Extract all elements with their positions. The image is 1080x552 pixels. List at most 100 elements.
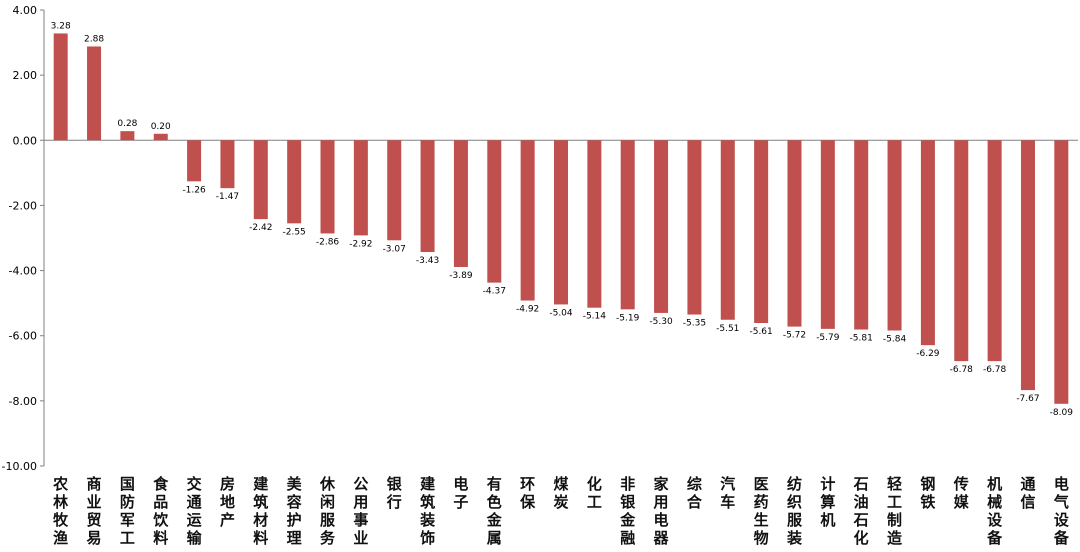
data-label: -1.47 (216, 192, 239, 202)
bar (87, 46, 102, 141)
category-label: 钢铁 (920, 475, 935, 511)
data-label: -5.14 (583, 312, 607, 322)
bar (954, 140, 969, 362)
data-label: -8.09 (1050, 408, 1074, 418)
category-label: 建筑材料 (252, 475, 269, 547)
bar (520, 140, 535, 301)
bar (920, 140, 935, 346)
bar (754, 140, 769, 324)
category-label: 电气设备 (1053, 475, 1070, 547)
bar (453, 140, 468, 267)
bar (1054, 140, 1069, 404)
category-label: 计算机 (820, 475, 835, 529)
bar (1020, 140, 1035, 391)
data-label: 2.88 (84, 34, 104, 44)
data-label: -6.29 (916, 349, 940, 359)
data-label: -6.78 (950, 365, 974, 375)
y-tick-label: -8.00 (9, 395, 37, 408)
bar (53, 33, 68, 141)
bar (687, 140, 702, 315)
category-label: 汽车 (720, 475, 735, 511)
data-label: -4.92 (516, 305, 539, 315)
category-label: 轻工制造 (887, 475, 902, 547)
category-label: 煤炭 (553, 475, 568, 511)
data-label: -2.86 (316, 237, 340, 247)
bar (287, 140, 302, 224)
y-tick-label: -6.00 (9, 330, 37, 343)
category-label: 食品饮料 (152, 475, 169, 547)
data-label: -3.89 (449, 271, 473, 281)
bar (854, 140, 869, 330)
data-label: -5.30 (649, 317, 673, 327)
data-label: -7.67 (1016, 394, 1039, 404)
bar (153, 133, 168, 141)
bar (554, 140, 568, 305)
bar (120, 131, 135, 141)
data-label: -2.42 (249, 223, 272, 233)
data-label: -4.37 (483, 287, 506, 297)
bar (720, 140, 735, 320)
bar (387, 140, 402, 241)
bar (787, 140, 802, 327)
data-label: 0.20 (151, 122, 171, 132)
data-label: -5.79 (816, 333, 840, 343)
category-label: 家用电器 (653, 475, 670, 547)
y-tick-label: -2.00 (9, 199, 37, 212)
category-label: 石油石化 (853, 475, 869, 547)
bar (187, 140, 202, 182)
y-tick-label: -4.00 (9, 265, 37, 278)
data-label: -5.72 (783, 331, 806, 341)
data-labels: 3.28 2.88 0.28 0.20 -1.26 -1.47 -2.42 -2.55 -2.8… (51, 21, 1074, 417)
bar (654, 140, 669, 313)
bar (887, 140, 902, 331)
data-label: -5.84 (883, 335, 907, 345)
data-label: -5.35 (683, 319, 706, 329)
category-label: 非银金融 (619, 475, 636, 547)
data-label: -1.26 (182, 185, 206, 195)
category-label: 美容护理 (286, 475, 303, 547)
category-label: 有色金属 (486, 475, 503, 547)
data-label: -2.55 (283, 227, 306, 237)
bar (487, 140, 502, 283)
data-label: -6.78 (983, 365, 1007, 375)
y-tick-label: 4.00 (13, 4, 38, 17)
y-axis-ticks: 4.00 2.00 0.00 -2.00 -4.00 -6.00 -8.00 -10.00 (2, 4, 44, 473)
category-label: 医药生物 (754, 475, 769, 547)
bar (987, 140, 1002, 362)
category-label: 传媒 (953, 475, 970, 511)
data-label: -5.81 (850, 334, 873, 344)
category-label: 交通运输 (187, 475, 203, 547)
data-label: -3.43 (416, 256, 439, 266)
data-label: -2.92 (349, 239, 372, 249)
data-label: -5.51 (716, 324, 739, 334)
category-label: 综合 (686, 475, 703, 511)
bar (320, 140, 335, 234)
category-label: 通信 (1020, 475, 1035, 511)
y-tick-label: -10.00 (2, 460, 37, 473)
category-label: 电子 (453, 475, 468, 511)
category-label: 休闲服务 (319, 475, 336, 547)
bar (587, 140, 602, 308)
bar (353, 140, 368, 236)
category-label: 化工 (587, 475, 602, 511)
y-tick-label: 0.00 (13, 134, 38, 147)
category-label: 银行 (386, 475, 403, 511)
data-label: -3.07 (383, 244, 406, 254)
category-label: 建筑装饰 (419, 475, 436, 547)
bar-series (53, 33, 1069, 404)
data-label: -5.19 (616, 313, 640, 323)
category-label: 环保 (519, 475, 536, 511)
category-label: 机械设备 (986, 475, 1003, 547)
data-label: 0.28 (117, 119, 137, 129)
bar (253, 140, 268, 220)
bar (820, 140, 835, 329)
category-label: 农林牧渔 (52, 475, 69, 547)
data-label: 3.28 (51, 21, 71, 31)
data-label: -5.04 (549, 308, 573, 318)
category-label: 国防军工 (120, 475, 135, 547)
bar (620, 140, 635, 310)
category-label: 公用事业 (353, 475, 368, 547)
